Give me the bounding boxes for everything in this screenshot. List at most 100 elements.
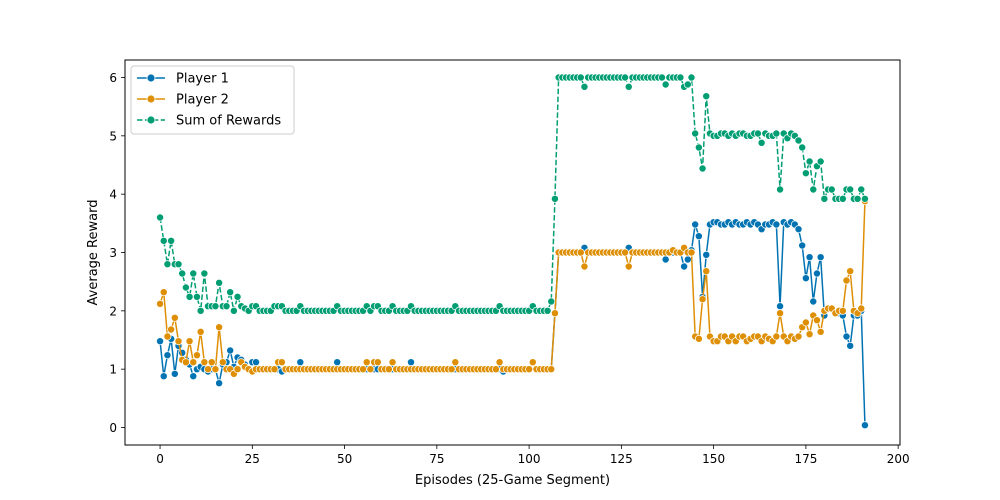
y-tick-label: 3 (109, 246, 117, 260)
data-point-player-1 (801, 274, 810, 283)
data-point-player-1 (680, 262, 689, 271)
x-axis: 0 25 50 75 100 125 150 175 200 (156, 445, 910, 466)
data-point-player-2 (772, 332, 781, 341)
data-point-player-2 (451, 358, 460, 367)
data-point-sum-of-rewards (550, 194, 559, 203)
data-point-player-2 (447, 365, 456, 374)
data-point-sum-of-rewards (816, 157, 825, 166)
data-point-player-1 (805, 253, 814, 262)
data-point-player-1 (772, 220, 781, 229)
data-point-player-2 (491, 365, 500, 374)
data-point-player-2 (838, 306, 847, 315)
data-point-player-2 (204, 365, 213, 374)
data-point-sum-of-rewards (163, 260, 172, 269)
y-tick-label: 0 (109, 421, 117, 435)
data-point-player-2 (163, 332, 172, 341)
data-point-sum-of-rewards (860, 194, 869, 203)
x-tick-label: 25 (245, 452, 260, 466)
data-point-player-2 (167, 325, 176, 334)
data-point-player-2 (702, 267, 711, 276)
data-point-player-2 (366, 365, 375, 374)
data-point-player-1 (683, 255, 692, 264)
data-point-sum-of-rewards (657, 73, 666, 82)
data-point-player-1 (170, 369, 179, 378)
data-point-player-1 (691, 220, 700, 229)
data-point-player-2 (211, 365, 220, 374)
data-point-player-1 (860, 421, 869, 430)
data-point-player-2 (857, 304, 866, 313)
data-point-sum-of-rewards (621, 73, 630, 82)
data-point-sum-of-rewards (809, 185, 818, 194)
data-point-sum-of-rewards (226, 288, 235, 297)
data-point-player-2 (694, 334, 703, 343)
data-point-player-2 (270, 365, 279, 374)
data-point-player-2 (842, 276, 851, 285)
data-point-player-2 (547, 365, 556, 374)
x-tick-label: 200 (887, 452, 910, 466)
data-point-sum-of-rewards (838, 194, 847, 203)
x-tick-label: 175 (794, 452, 817, 466)
data-point-player-2 (207, 358, 216, 367)
data-point-player-2 (373, 358, 382, 367)
data-point-player-2 (528, 358, 537, 367)
data-point-player-2 (388, 358, 397, 367)
y-axis: 0 1 2 3 4 5 6 (109, 71, 125, 435)
data-point-sum-of-rewards (757, 138, 766, 147)
data-point-sum-of-rewards (233, 292, 242, 301)
data-point-player-1 (163, 351, 172, 360)
y-tick-label: 1 (109, 363, 117, 377)
data-point-sum-of-rewards (776, 185, 785, 194)
data-point-player-1 (333, 358, 342, 367)
data-point-player-2 (159, 288, 168, 297)
data-point-player-1 (794, 225, 803, 234)
data-point-player-1 (407, 358, 415, 367)
data-point-player-2 (776, 309, 785, 318)
data-point-sum-of-rewards (801, 169, 810, 178)
data-point-sum-of-rewards (543, 306, 552, 315)
data-point-sum-of-rewards (683, 80, 692, 89)
data-point-player-1 (798, 241, 807, 250)
data-point-player-2 (218, 358, 227, 367)
data-point-player-2 (805, 330, 814, 339)
data-point-player-1 (226, 346, 235, 355)
data-point-player-1 (189, 372, 198, 381)
data-point-player-2 (181, 358, 190, 367)
x-tick-label: 125 (610, 452, 633, 466)
data-point-sum-of-rewards (820, 194, 829, 203)
data-point-player-2 (362, 358, 371, 367)
x-axis-label: Episodes (25-Game Segment) (415, 473, 610, 488)
data-point-sum-of-rewards (196, 306, 205, 315)
data-point-sum-of-rewards (185, 292, 194, 301)
legend-marker-player-1 (146, 73, 156, 83)
data-point-player-2 (816, 327, 825, 336)
data-point-player-2 (174, 337, 183, 346)
data-point-sum-of-rewards (853, 194, 862, 203)
data-point-sum-of-rewards (192, 292, 201, 301)
data-point-player-2 (189, 358, 198, 367)
data-point-player-2 (277, 358, 286, 367)
data-point-player-2 (185, 337, 194, 346)
legend-frame (130, 65, 295, 135)
data-point-player-2 (525, 365, 534, 374)
series-sum-of-rewards (156, 73, 869, 315)
data-point-player-1 (809, 297, 818, 306)
data-point-sum-of-rewards (576, 73, 585, 82)
data-point-player-1 (694, 232, 703, 241)
data-point-sum-of-rewards (857, 185, 866, 194)
data-point-player-1 (296, 358, 305, 367)
data-point-player-1 (215, 379, 224, 388)
data-point-sum-of-rewards (159, 236, 168, 245)
data-point-player-2 (384, 365, 393, 374)
data-point-player-2 (580, 262, 589, 271)
data-point-player-1 (776, 302, 785, 311)
data-point-sum-of-rewards (174, 260, 183, 269)
data-point-player-2 (196, 327, 205, 336)
x-tick-label: 0 (156, 452, 164, 466)
data-point-player-2 (794, 332, 803, 341)
x-tick-label: 100 (518, 452, 541, 466)
data-point-player-1 (156, 337, 165, 346)
data-point-sum-of-rewards (181, 283, 190, 292)
legend-marker-player-2 (146, 94, 156, 104)
data-point-player-1 (252, 358, 260, 367)
